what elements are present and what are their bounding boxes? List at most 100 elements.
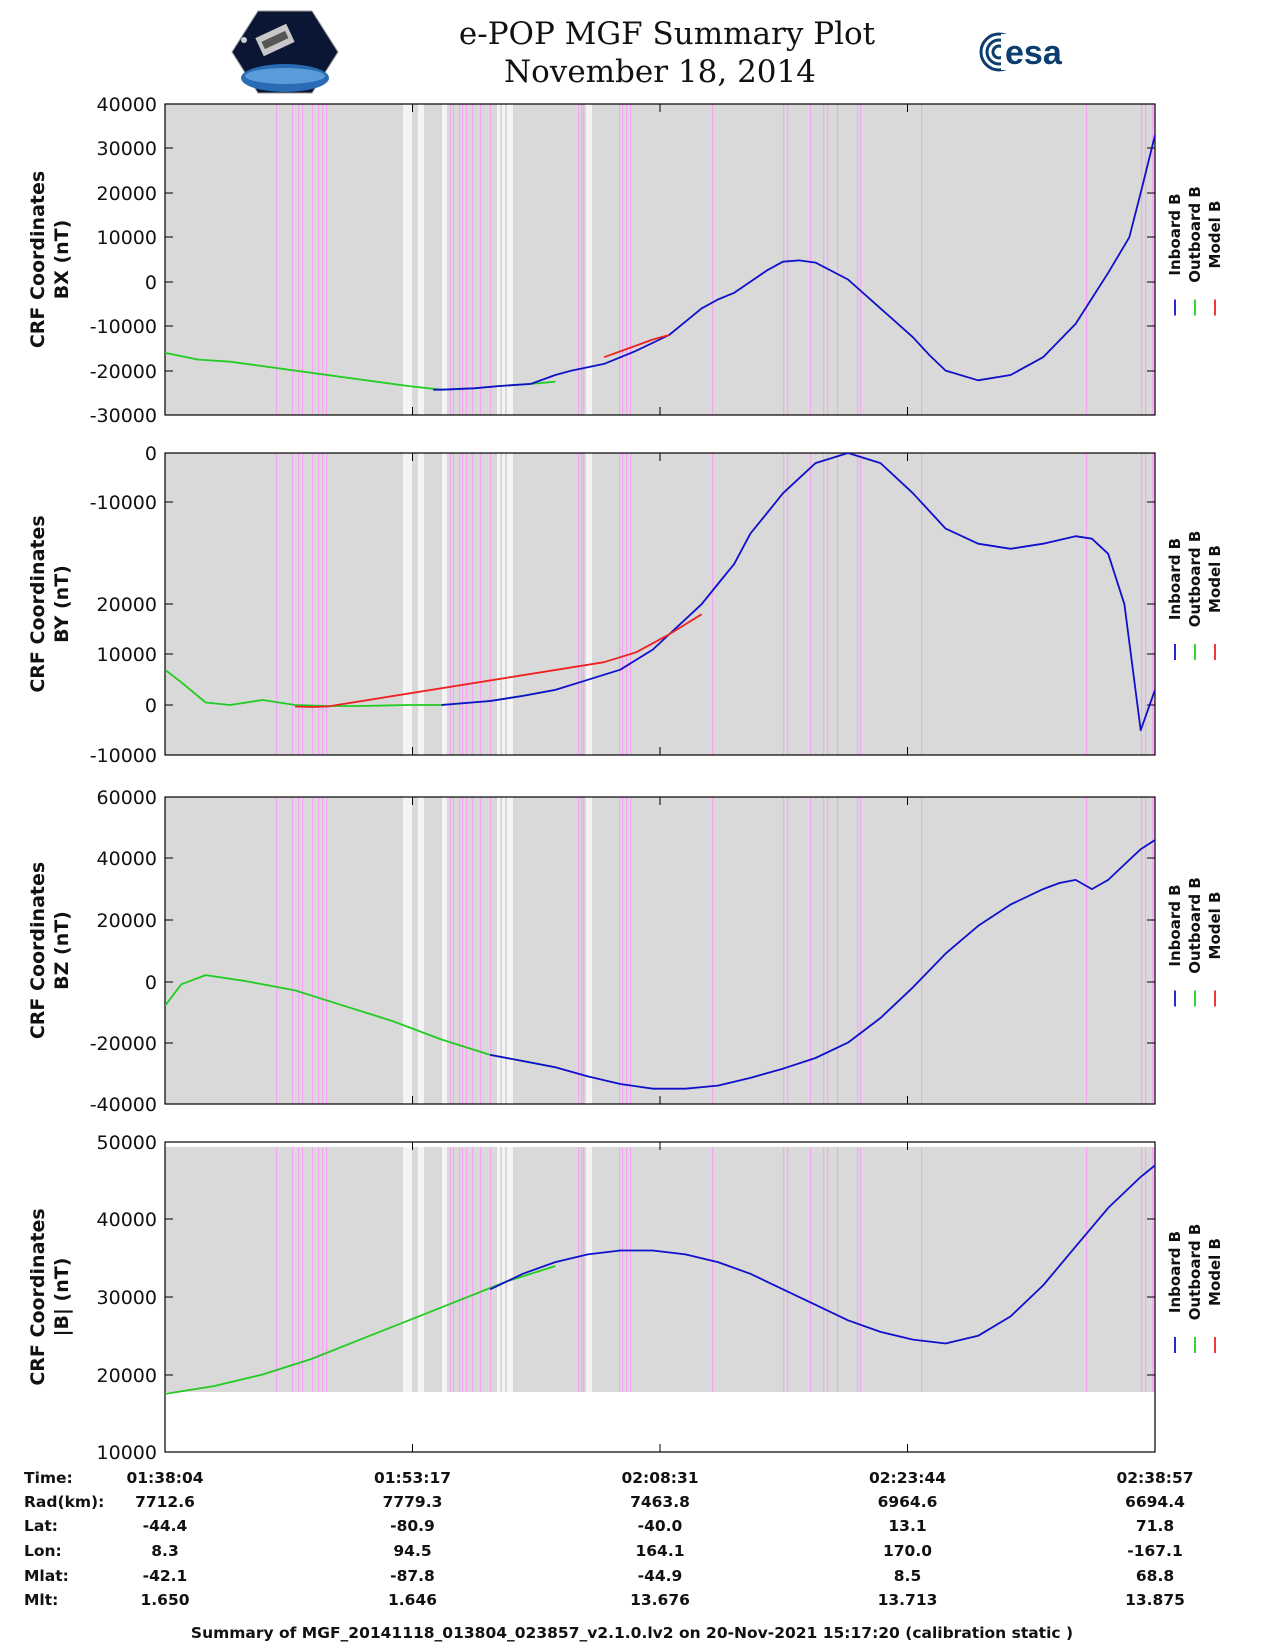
- flag-stripe: [1141, 797, 1143, 1104]
- data-gap-stripe: [418, 1147, 421, 1392]
- flag-stripe: [462, 1147, 464, 1392]
- data-gap-stripe: [502, 797, 505, 1104]
- data-gap-stripe: [589, 1147, 592, 1392]
- flag-stripe: [921, 104, 923, 415]
- ephemeris-value: 6694.4: [1125, 1493, 1185, 1511]
- flag-stripe: [837, 104, 839, 415]
- flag-stripe: [630, 104, 632, 415]
- esa-logo: esa: [979, 32, 1063, 72]
- flag-stripe: [459, 797, 461, 1104]
- flag-stripe: [302, 453, 304, 755]
- legend-entry: Inboard B: [1166, 884, 1184, 966]
- flag-stripe: [1152, 1147, 1154, 1392]
- legend-entry: Outboard B: [1186, 531, 1204, 628]
- y-tick-label: 40000: [97, 94, 157, 116]
- ephemeris-value: 1.650: [140, 1591, 189, 1609]
- ephemeris-value: 13.875: [1125, 1591, 1185, 1609]
- flag-stripe: [312, 104, 314, 415]
- flag-stripe: [823, 797, 825, 1104]
- flag-stripe: [450, 453, 452, 755]
- flag-stripe: [490, 104, 492, 415]
- flag-stripe: [318, 104, 320, 415]
- flag-stripe: [581, 453, 583, 755]
- series-model-b: [295, 613, 703, 708]
- panel-1: 40000 30000 20000 10000 0 -10000 -20000 -30000 C…: [27, 94, 1224, 427]
- flag-stripe: [298, 797, 300, 1104]
- flag-stripe: [626, 453, 628, 755]
- y-tick-label: 40000: [97, 848, 157, 870]
- legend-entry: Model B: [1206, 201, 1224, 269]
- y-axis-label-line-1: CRF Coordinates: [27, 515, 49, 692]
- ephemeris-value: -87.8: [390, 1567, 435, 1585]
- data-gap-stripe: [497, 1147, 500, 1392]
- data-gap-stripe: [586, 797, 589, 1104]
- flag-stripe: [480, 797, 482, 1104]
- flag-stripe: [322, 453, 324, 755]
- y-tick-label: 20000: [97, 594, 157, 616]
- flag-stripe: [860, 453, 862, 755]
- flag-stripe: [1145, 104, 1147, 415]
- data-gap-stripe: [507, 1147, 510, 1392]
- data-gap-stripe: [406, 797, 409, 1104]
- flag-stripe: [578, 104, 580, 415]
- flag-stripe: [276, 453, 278, 755]
- panel-2: 0 -10000 20000 10000 0 -10000 CRF Coordinates B…: [27, 443, 1224, 767]
- flag-stripe: [1145, 1147, 1147, 1392]
- data-gap-stripe: [403, 797, 406, 1104]
- data-gap-stripe: [442, 453, 445, 755]
- flag-stripe: [578, 453, 580, 755]
- flag-stripe: [453, 797, 455, 1104]
- series-group: [165, 839, 1155, 1090]
- flag-stripe: [480, 1147, 482, 1392]
- flag-stripe: [622, 1147, 624, 1392]
- flag-stripe: [1145, 453, 1147, 755]
- flag-stripe: [583, 797, 585, 1104]
- flag-stripe: [860, 797, 862, 1104]
- data-gap-stripe: [406, 104, 409, 415]
- flag-stripe: [787, 104, 789, 415]
- data-gap-stripe: [507, 104, 510, 415]
- flag-stripe: [1086, 1147, 1088, 1392]
- ephemeris-label: Mlat:: [24, 1567, 69, 1585]
- flag-stripe: [292, 104, 294, 415]
- flag-stripe: [276, 104, 278, 415]
- ephemeris-value: 7712.6: [135, 1493, 195, 1511]
- flag-stripe: [823, 1147, 825, 1392]
- data-gap-stripe: [586, 453, 589, 755]
- flag-stripe: [466, 797, 468, 1104]
- flag-stripe: [583, 104, 585, 415]
- y-tick-label: 40000: [97, 1209, 157, 1231]
- flag-stripe: [1086, 104, 1088, 415]
- flag-stripe: [630, 797, 632, 1104]
- flag-stripe: [630, 453, 632, 755]
- flag-stripe: [472, 104, 474, 415]
- panel-3: 60000 40000 20000 0 -20000 -40000 CRF Coordina…: [27, 787, 1224, 1116]
- y-tick-label: 20000: [97, 1365, 157, 1387]
- data-gap-stripe: [421, 1147, 424, 1392]
- flag-stripe: [860, 1147, 862, 1392]
- legend-entry: Inboard B: [1166, 193, 1184, 275]
- flag-stripe: [318, 453, 320, 755]
- data-gap-stripe: [403, 453, 406, 755]
- ephemeris-value: -80.9: [390, 1517, 435, 1535]
- ephemeris-value: 7463.8: [630, 1493, 690, 1511]
- flag-stripe: [466, 1147, 468, 1392]
- data-gap-stripe: [589, 104, 592, 415]
- ephemeris-value: 02:38:57: [1116, 1469, 1193, 1487]
- y-tick-label: 0: [145, 272, 157, 294]
- data-gap-stripe: [502, 1147, 505, 1392]
- y-axis-label-line-1: CRF Coordinates: [27, 171, 49, 348]
- data-gap-stripe: [406, 1147, 409, 1392]
- flag-stripe: [921, 797, 923, 1104]
- ephemeris-value: 01:38:04: [126, 1469, 203, 1487]
- data-gap-stripe: [497, 797, 500, 1104]
- legend-entry: Inboard B: [1166, 538, 1184, 620]
- ephemeris-value: 71.8: [1136, 1517, 1174, 1535]
- flag-stripe: [472, 797, 474, 1104]
- panel-4: 50000 40000 30000 20000 10000 CRF Coordinates…: [27, 1132, 1224, 1464]
- flag-stripe: [322, 104, 324, 415]
- y-tick-label: 0: [145, 443, 157, 465]
- ephemeris-table: Time: Rad(km): Lat: Lon: Mlat: Mlt: 01:38:04 77…: [24, 1469, 1194, 1609]
- y-axis-label: CRF Coordinates |B| (nT): [27, 1208, 73, 1385]
- plot-background: [165, 1147, 1155, 1392]
